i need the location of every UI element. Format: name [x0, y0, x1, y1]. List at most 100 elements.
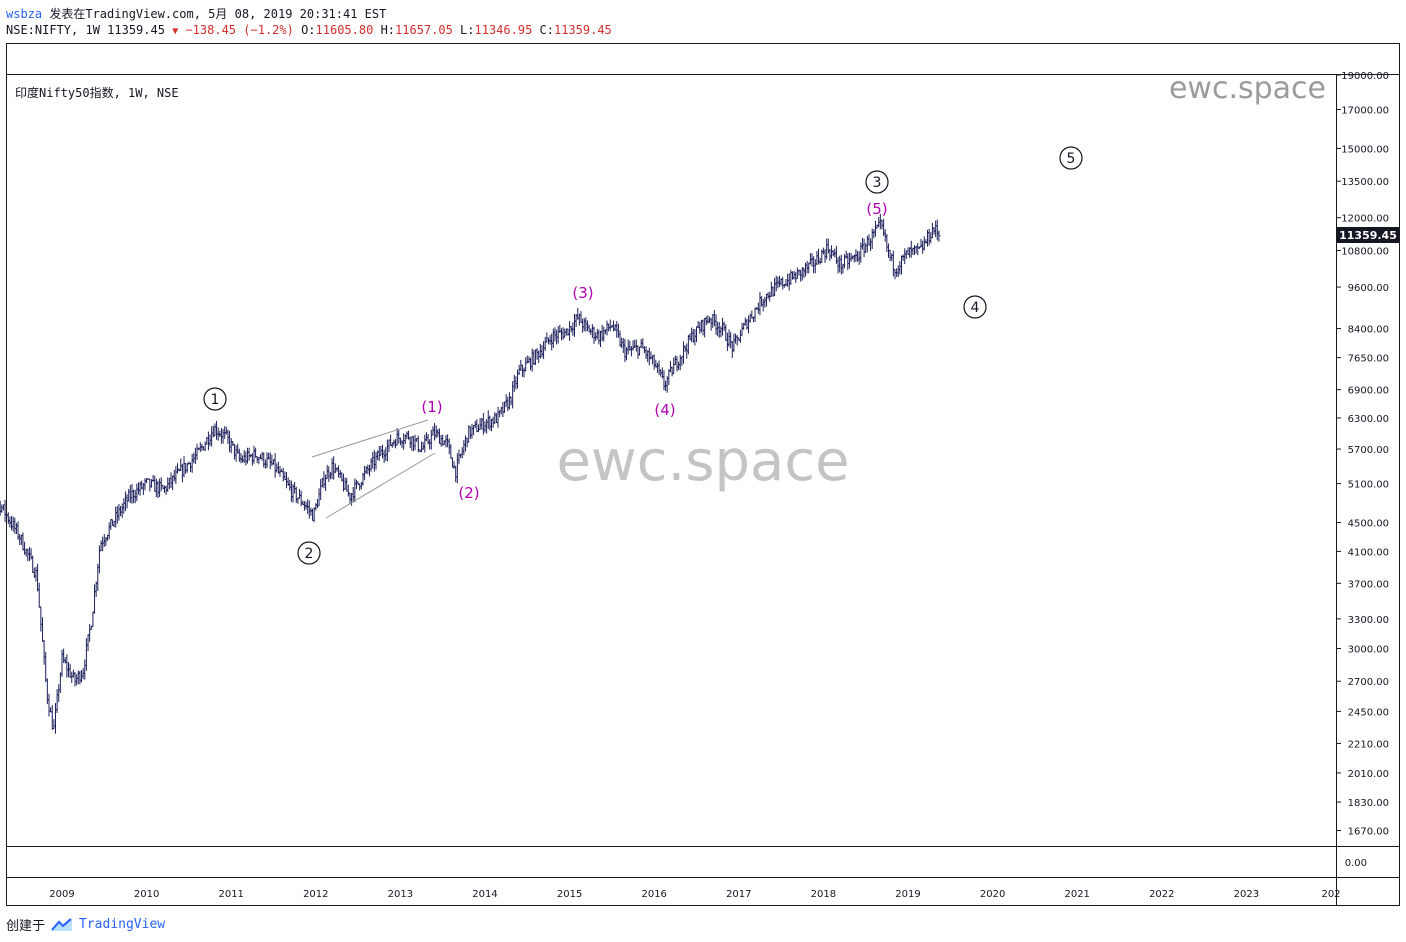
ohlc-bar: [312, 507, 316, 523]
ohlc-bar: [154, 478, 158, 498]
ohlc-bar: [428, 439, 432, 450]
ohlc-bar: [812, 256, 816, 274]
ohlc-bar: [190, 453, 194, 473]
ohlc-bar: [781, 276, 785, 290]
ohlc-bar: [556, 326, 560, 344]
ohlc-bar: [119, 505, 123, 517]
ohlc-bar: [322, 471, 326, 489]
ohlc-bar: [288, 479, 292, 491]
ohlc-bar: [695, 326, 698, 343]
ohlc-bar: [533, 349, 537, 366]
ohlc-bar: [247, 447, 251, 461]
ohlc-series: [0, 213, 941, 734]
wave-label-circled: 1: [203, 387, 227, 411]
ohlc-bar: [631, 340, 635, 351]
footer: 创建于 TradingView: [6, 915, 165, 934]
ohlc-bar: [408, 436, 412, 449]
ohlc-bar: [572, 313, 576, 337]
last-price-badge-text: 11359.45: [1339, 229, 1397, 242]
ohlc-bar: [446, 434, 450, 448]
ohlc-bar: [747, 315, 751, 334]
ohlc-bar: [662, 370, 666, 391]
ohlc-bar: [296, 497, 300, 504]
ohlc-bar: [703, 317, 707, 338]
ohlc-bar: [0, 504, 4, 513]
ohlc-bar: [709, 317, 713, 331]
wave-labels: 1 2 3 4 5 (1) (2) (3) (4) (5): [203, 146, 1083, 565]
ohlc-bar: [493, 412, 497, 424]
svg-text:5: 5: [1067, 151, 1076, 167]
time-tick-label: 2014: [472, 889, 497, 900]
ohlc-bar: [891, 250, 895, 277]
ohlc-bar: [153, 475, 157, 492]
ohlc-bar: [585, 320, 589, 332]
ohlc-bar: [411, 436, 415, 452]
diagonal-lower-line: [325, 452, 436, 519]
ohlc-bar: [553, 327, 557, 342]
ohlc-bar: [476, 424, 480, 433]
down-arrow-icon: ▼: [172, 26, 179, 37]
ohlc-bar: [309, 507, 313, 516]
ohlc-bar: [67, 662, 71, 678]
author-link[interactable]: wsbza: [6, 7, 43, 21]
ohlc-bar: [14, 522, 18, 534]
ohlc-bar: [839, 254, 843, 275]
tradingview-brand[interactable]: TradingView: [79, 917, 166, 932]
ohlc-bar: [564, 328, 568, 336]
ohlc-bar: [893, 269, 897, 280]
ohlc-bar: [52, 719, 56, 730]
ohlc-bar: [73, 672, 77, 687]
ohlc-bar: [353, 478, 357, 503]
ohlc-bar: [450, 457, 454, 468]
ohlc-bar: [899, 255, 903, 275]
ohlc-bar: [818, 257, 822, 265]
ohlc-bar: [769, 281, 773, 297]
ohlc-bar: [568, 321, 572, 341]
ohlc-bar: [838, 255, 842, 273]
ohlc-bar: [84, 638, 88, 671]
ohlc-bar: [559, 328, 563, 341]
ohlc-bar: [231, 441, 235, 447]
ohlc-bar: [896, 265, 900, 278]
ohlc-bar: [421, 441, 425, 450]
ohlc-bar: [229, 438, 233, 454]
ohlc-bar: [166, 477, 170, 492]
ohlc-bar: [913, 245, 917, 255]
last-price: 11359.45: [107, 23, 165, 37]
price-tick-label: 4500.00: [1348, 518, 1389, 529]
ohlc-bar: [922, 236, 926, 251]
ohlc-bar: [180, 463, 184, 483]
ohlc-bar: [70, 671, 74, 684]
ohlc-bar: [681, 341, 685, 364]
ohlc-bar: [338, 469, 342, 479]
ohlc-bar: [10, 515, 14, 531]
ohlc-bar: [930, 222, 934, 239]
ohlc-bar: [44, 651, 48, 683]
ohlc-bar: [148, 478, 152, 492]
ohlc-bar: [405, 431, 409, 440]
ohlc-bar: [683, 345, 687, 352]
svg-text:4: 4: [971, 300, 980, 316]
ohlc-bar: [488, 415, 492, 431]
ohlc-bar: [903, 248, 907, 265]
wave-label-circled: 4: [963, 295, 987, 319]
ohlc-bar: [215, 420, 219, 440]
time-axis[interactable]: 2009 2010 2011 2012 2013 2014 2015 2016 2017 2018…: [49, 889, 1340, 900]
ohlc-bar: [590, 324, 594, 339]
ohlc-bar: [701, 319, 705, 336]
ohlc-bar: [169, 472, 173, 489]
ohlc-bar: [123, 491, 127, 511]
ohlc-bar: [581, 318, 585, 333]
ohlc-bar: [387, 439, 391, 453]
ohlc-bar: [496, 406, 500, 428]
price-axis[interactable]: 19000.00 17000.00 15000.00 13500.00 12000.00…: [1336, 71, 1389, 869]
ohlc-bar: [219, 427, 223, 444]
ohlc-bar: [481, 412, 485, 435]
ohlc-bar: [348, 492, 352, 505]
ohlc-bar: [174, 465, 178, 484]
ohlc-bar: [901, 254, 905, 261]
ohlc-bar: [815, 251, 819, 265]
ohlc-bar: [673, 355, 677, 366]
ohlc-bar: [867, 234, 871, 246]
